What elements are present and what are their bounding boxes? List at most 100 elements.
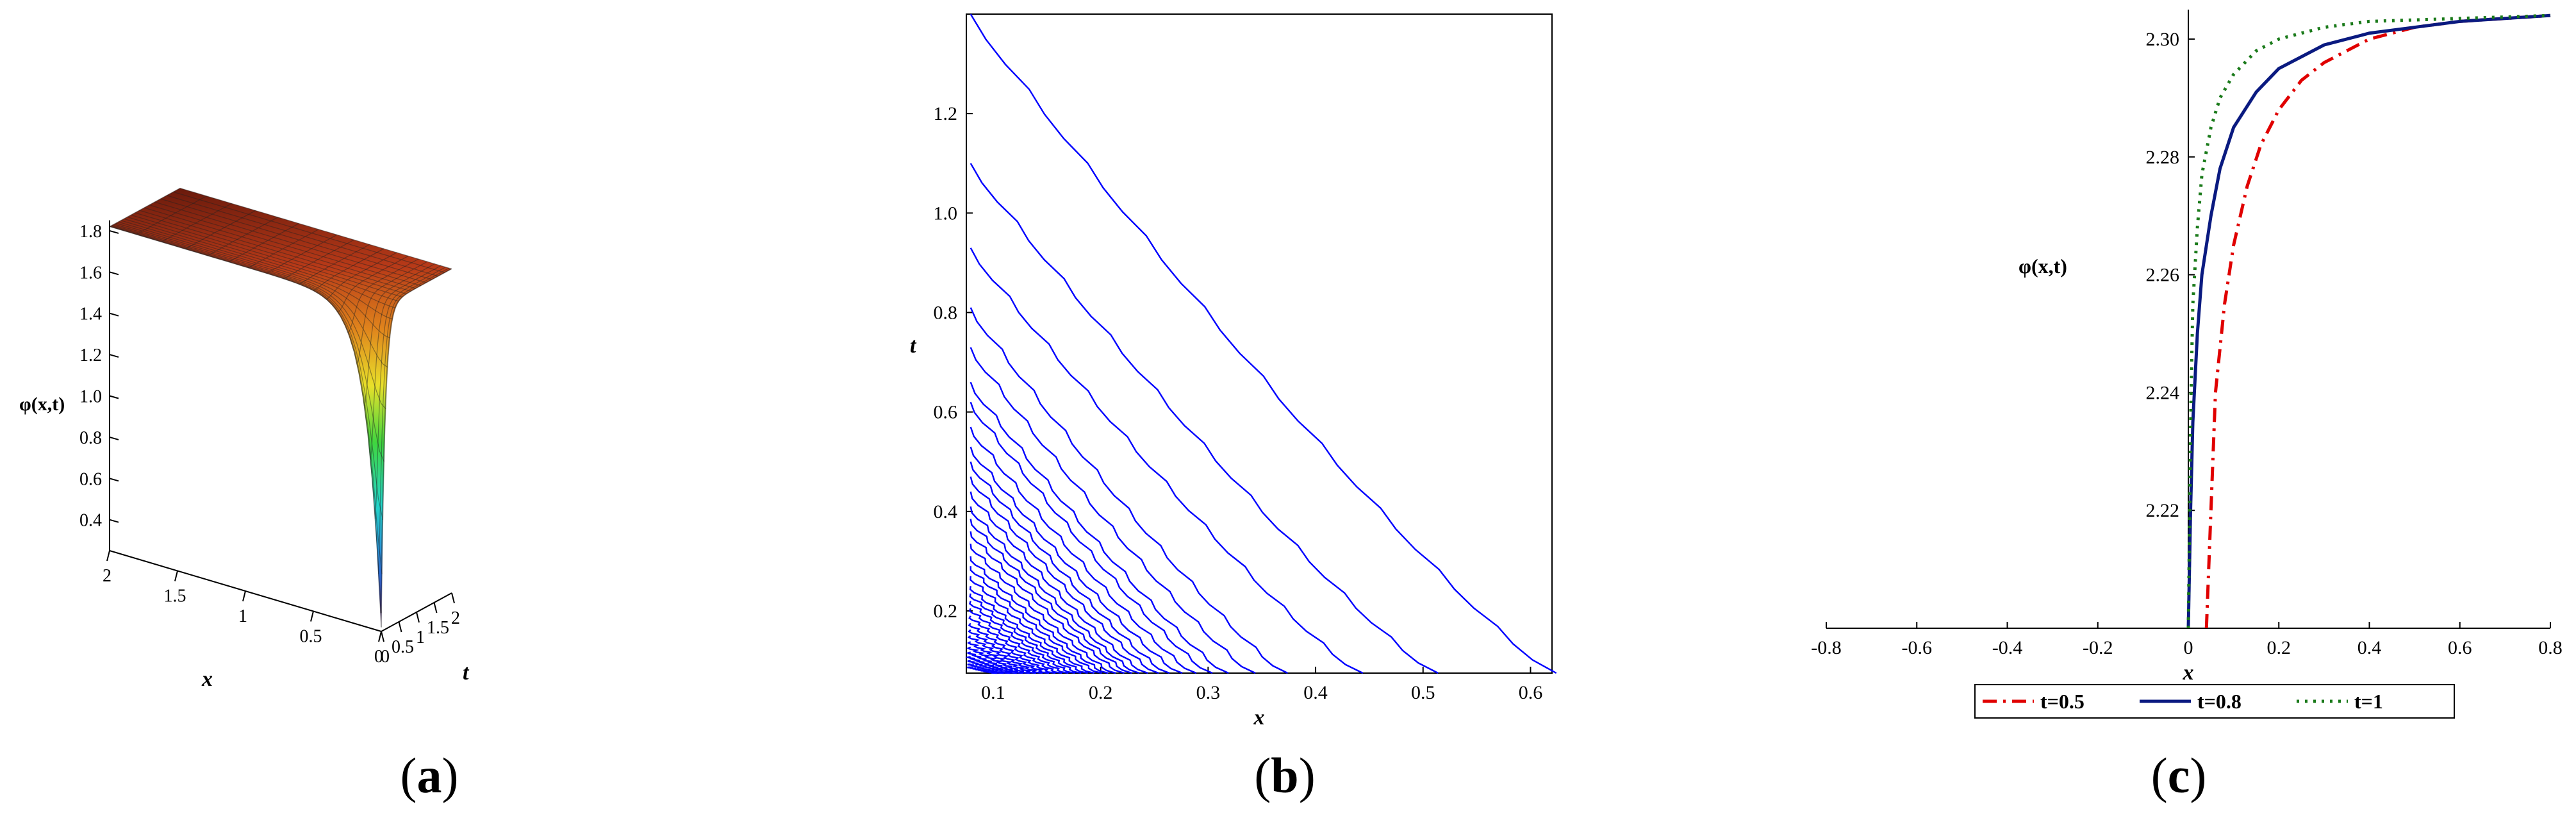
surface-fill bbox=[110, 188, 452, 628]
panel-c: -0.8 -0.6 -0.4 -0.2 0 0.2 0.4 0.6 0.8 2.22 2.24 2.2… bbox=[1717, 0, 2576, 834]
z-tick bbox=[109, 436, 119, 440]
x-tick-label: 0.3 bbox=[1196, 682, 1221, 703]
t-tick-label: 2 bbox=[451, 608, 460, 628]
x-tick bbox=[106, 550, 110, 562]
contour-line bbox=[968, 608, 1069, 674]
contour-line bbox=[970, 426, 1197, 674]
legend-box bbox=[1974, 684, 2455, 719]
surface-grid-line bbox=[347, 258, 419, 333]
x-tick-label: 0.4 bbox=[2357, 637, 2382, 658]
t-tick-label: 0.5 bbox=[392, 637, 414, 657]
surface-grid-line bbox=[207, 217, 278, 256]
surface-grid-line bbox=[115, 222, 388, 368]
contour-line bbox=[969, 586, 1088, 674]
contour-line bbox=[967, 660, 1011, 674]
surface-grid-line bbox=[185, 210, 256, 249]
x-tick-label: 2 bbox=[103, 566, 111, 586]
contour-line bbox=[970, 531, 1125, 674]
contour-line bbox=[970, 461, 1170, 674]
z-tick bbox=[109, 312, 119, 317]
surface-grid-line bbox=[160, 198, 433, 280]
surface-grid-line bbox=[370, 265, 442, 460]
caption-b: (b) bbox=[1254, 747, 1316, 803]
surface-grid-line bbox=[166, 195, 439, 277]
x-tick-label: 0 bbox=[2184, 637, 2193, 658]
surface-grid-line bbox=[326, 252, 397, 300]
x-tick-label: 0.2 bbox=[2267, 637, 2291, 658]
caption-a: (a) bbox=[400, 747, 459, 803]
plot-frame bbox=[966, 13, 1553, 674]
contour-line bbox=[970, 163, 1439, 674]
surface-grid-line bbox=[228, 223, 299, 263]
series-line-2 bbox=[2186, 13, 2551, 629]
x-tick-label: 0.2 bbox=[1089, 682, 1113, 703]
surface-grid-line bbox=[363, 263, 435, 406]
contour-plot: 0.1 0.2 0.3 0.4 0.5 0.6 0.2 0.4 0.6 0.8 1.0 1.2 x t bbox=[910, 13, 1557, 730]
surface-grid-line bbox=[118, 221, 390, 338]
surface-grid-line bbox=[381, 268, 452, 628]
y-axis-label: φ(x,t) bbox=[2019, 254, 2067, 278]
x-tick-label: 0.6 bbox=[1519, 682, 1543, 703]
t-tick bbox=[433, 602, 438, 613]
t-tick bbox=[416, 612, 420, 623]
surface-axes: 0.40.60.81.01.21.41.61.821.510.500 0.5 1 1.… bbox=[19, 220, 470, 691]
y-tick-label: 1.0 bbox=[934, 203, 958, 224]
contour-line bbox=[970, 446, 1183, 674]
z-tick bbox=[109, 354, 119, 358]
x-tick-label: 0.1 bbox=[981, 682, 1005, 703]
contour-line bbox=[970, 576, 1094, 674]
t-tick bbox=[381, 631, 384, 642]
z-axis-label: φ(x,t) bbox=[19, 394, 65, 415]
x-axis-label: x bbox=[201, 667, 213, 691]
surface-grid-line bbox=[135, 212, 407, 295]
legend-label: t=0.5 bbox=[2040, 690, 2085, 713]
x-axis-label: x bbox=[1253, 706, 1265, 724]
surface-grid-line bbox=[124, 218, 396, 308]
surface-grid-line bbox=[139, 210, 411, 292]
contour-line bbox=[966, 646, 1030, 674]
t-tick bbox=[451, 592, 455, 604]
surface-grid-line bbox=[378, 267, 450, 574]
surface-grid-line bbox=[110, 226, 382, 613]
contour-line bbox=[968, 622, 1056, 674]
t-tick bbox=[398, 621, 402, 633]
surface-grid-line bbox=[131, 214, 403, 298]
surface-grid-line bbox=[266, 234, 338, 274]
z-tick bbox=[109, 395, 119, 399]
x-tick bbox=[174, 571, 178, 581]
surface-grid-line bbox=[109, 187, 181, 227]
z-tick-label: 1.2 bbox=[79, 346, 102, 365]
x-tick-label: -0.4 bbox=[1992, 637, 2023, 658]
z-tick bbox=[109, 229, 119, 234]
x-tick bbox=[242, 590, 246, 602]
surface-grid-line bbox=[161, 203, 232, 242]
x-tick-label: 0.4 bbox=[1303, 682, 1328, 703]
contour-line bbox=[966, 641, 1037, 674]
panel-b: 0.1 0.2 0.3 0.4 0.5 0.6 0.2 0.4 0.6 0.8 1.0 1.2 x t (… bbox=[859, 0, 1717, 834]
x-tick-label: 0.6 bbox=[2448, 637, 2472, 658]
contour-line bbox=[969, 593, 1082, 674]
surface-grid-line bbox=[144, 207, 417, 289]
surface-grid-line bbox=[313, 248, 384, 292]
contour-line bbox=[970, 476, 1159, 674]
y-tick-label: 2.28 bbox=[2146, 147, 2180, 168]
contour-line bbox=[967, 635, 1043, 674]
contour-line bbox=[970, 544, 1116, 674]
contour-line bbox=[968, 615, 1062, 674]
contour-line bbox=[970, 506, 1140, 674]
t-tick-label: 0 bbox=[381, 647, 390, 667]
contour-line bbox=[965, 656, 1017, 674]
y-tick-label: 2.30 bbox=[2146, 29, 2180, 50]
contour-line bbox=[970, 566, 1102, 674]
surface-grid-line bbox=[120, 220, 393, 320]
contour-line bbox=[970, 519, 1132, 674]
surface-grid-line bbox=[337, 255, 409, 313]
t-tick-label: 1.5 bbox=[427, 618, 449, 638]
contour-line bbox=[970, 347, 1256, 674]
contour-line bbox=[970, 307, 1288, 674]
z-tick bbox=[109, 271, 119, 276]
surface-grid-line bbox=[111, 225, 384, 521]
x-axis-label: x bbox=[2183, 661, 2194, 685]
contour-line bbox=[970, 401, 1213, 674]
x-tick bbox=[310, 611, 314, 622]
